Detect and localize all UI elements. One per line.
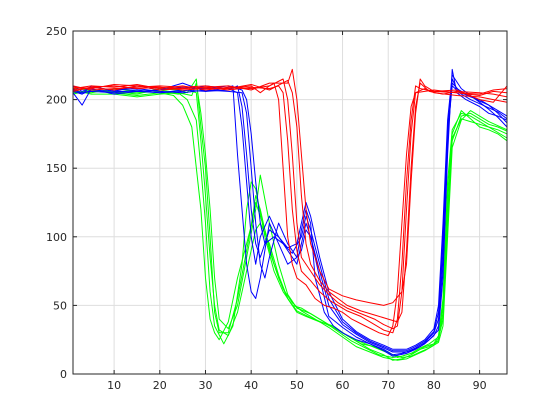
blue-series-line-10	[72, 74, 508, 350]
y-tick-label: 100	[46, 231, 67, 244]
red-series-line-15	[72, 68, 508, 306]
y-tick-label: 250	[46, 25, 67, 38]
x-tick-label: 80	[427, 379, 441, 392]
red-series-line-11	[72, 82, 508, 337]
y-tick-label: 50	[53, 299, 67, 312]
y-tick-label: 150	[46, 162, 67, 175]
green-series-line-4	[72, 82, 508, 358]
x-tick-label: 30	[198, 379, 212, 392]
x-tick-label: 50	[290, 379, 304, 392]
series-lines	[72, 68, 508, 361]
x-tick-label: 40	[244, 379, 258, 392]
green-series-line-3	[72, 78, 508, 361]
x-tick-label: 90	[473, 379, 487, 392]
green-series-line-5	[72, 88, 508, 358]
x-tick-label: 10	[107, 379, 121, 392]
y-tick-label: 200	[46, 94, 67, 107]
y-tick-label: 0	[60, 368, 67, 381]
x-tick-label: 20	[153, 379, 167, 392]
x-tick-label: 60	[336, 379, 350, 392]
axis-ticks: 10 20 30 40 50 60 70 80 90 0 50 100 150 200 250	[46, 25, 507, 392]
x-tick-label: 70	[381, 379, 395, 392]
red-series-line-14	[72, 79, 508, 323]
plot-frame	[72, 30, 508, 375]
